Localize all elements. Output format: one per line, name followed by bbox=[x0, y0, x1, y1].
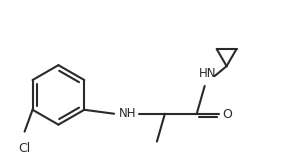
Text: Cl: Cl bbox=[19, 141, 31, 154]
Text: HN: HN bbox=[199, 67, 216, 80]
Text: O: O bbox=[223, 108, 233, 121]
Text: NH: NH bbox=[119, 107, 137, 120]
